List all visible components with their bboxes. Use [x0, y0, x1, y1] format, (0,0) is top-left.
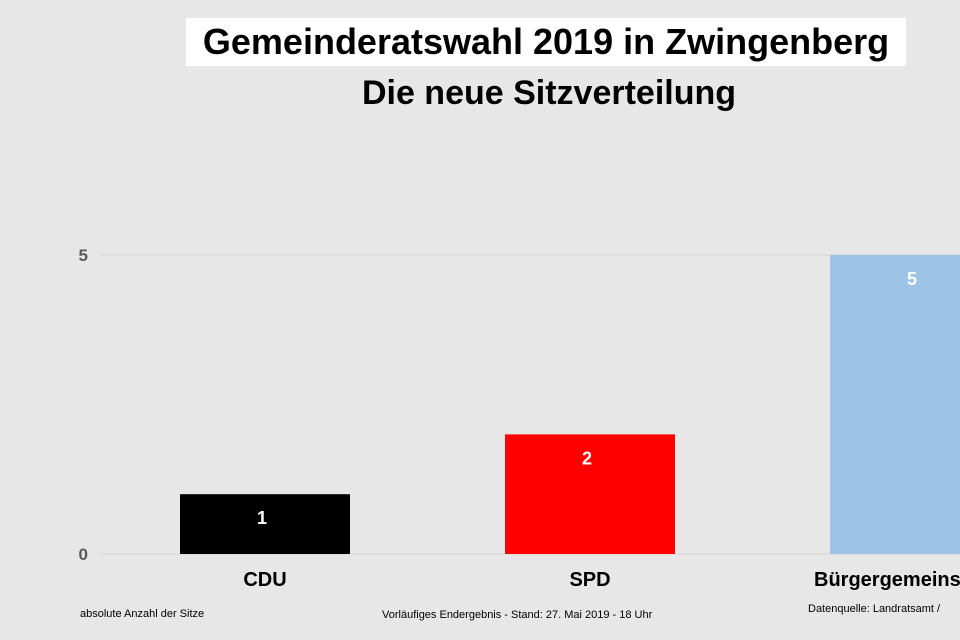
category-label: CDU	[243, 569, 286, 591]
data-label: 5	[907, 269, 917, 289]
footnote-ylabel: absolute Anzahl der Sitze	[80, 608, 205, 620]
y-tick-label: 5	[79, 246, 88, 265]
footnote-status: Vorläufiges Endergebnis - Stand: 27. Mai…	[382, 609, 653, 621]
footnote-source: Datenquelle: Landratsamt /	[808, 603, 941, 615]
y-tick-label: 0	[79, 545, 88, 564]
data-label: 1	[257, 508, 267, 528]
bar	[180, 494, 350, 554]
data-label: 2	[582, 448, 592, 468]
category-label: Bürgergemeins	[814, 569, 960, 591]
bars	[180, 255, 960, 554]
labels: 0 5 1 CDU 2 SPD 5 Bürgergemeins	[79, 246, 960, 591]
chart-subtitle: Die neue Sitzverteilung	[361, 74, 737, 112]
bar	[505, 434, 675, 554]
chart-title: Gemeinderatswahl 2019 in Zwingenberg	[186, 18, 906, 66]
category-label: SPD	[569, 569, 610, 591]
bar	[830, 255, 960, 554]
